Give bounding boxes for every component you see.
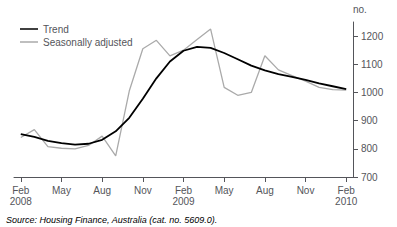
svg-text:Aug: Aug <box>256 185 274 196</box>
svg-text:Trend: Trend <box>43 24 69 35</box>
svg-text:2008: 2008 <box>10 196 33 207</box>
svg-text:Seasonally adjusted: Seasonally adjusted <box>43 37 133 48</box>
svg-text:May: May <box>52 185 71 196</box>
svg-text:2010: 2010 <box>335 196 358 207</box>
svg-text:Feb: Feb <box>12 185 30 196</box>
svg-text:Nov: Nov <box>134 185 152 196</box>
svg-text:700: 700 <box>361 172 378 183</box>
svg-text:Aug: Aug <box>93 185 111 196</box>
svg-text:1000: 1000 <box>361 87 384 98</box>
svg-text:no.: no. <box>353 4 367 15</box>
svg-text:Feb: Feb <box>338 185 356 196</box>
svg-text:Feb: Feb <box>175 185 193 196</box>
svg-text:1100: 1100 <box>361 59 383 70</box>
svg-text:800: 800 <box>361 143 378 154</box>
svg-text:900: 900 <box>361 115 378 126</box>
svg-text:Source: Housing Finance, Austr: Source: Housing Finance, Australia (cat.… <box>6 215 217 225</box>
svg-text:May: May <box>215 185 234 196</box>
svg-text:Nov: Nov <box>297 185 315 196</box>
svg-text:1200: 1200 <box>361 31 384 42</box>
svg-text:2009: 2009 <box>172 196 195 207</box>
